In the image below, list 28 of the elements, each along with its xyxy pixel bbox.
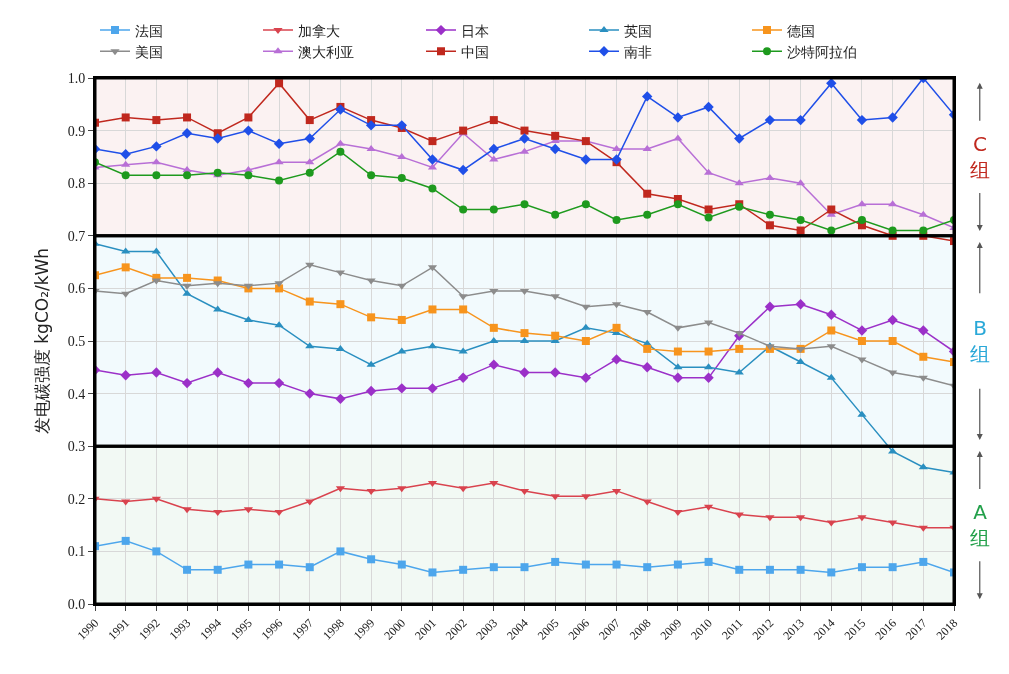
y-tick-label: 0.1 [67,544,86,560]
band-label: C组 [970,132,990,182]
band-label: A组 [970,500,990,550]
legend-label: 澳大利亚 [298,43,354,60]
legend-label: 英国 [624,22,652,39]
y-axis-title: 发电碳强度 kgCO₂/kWh [31,247,52,435]
y-tick-label: 0.8 [67,176,86,192]
legend-label: 沙特阿拉伯 [787,43,857,60]
x-tick-label: 2001 [411,615,439,643]
legend-label: 德国 [787,22,815,39]
y-tick-label: 0.4 [67,386,86,402]
y-tick-label: 0.7 [67,228,86,244]
legend-label: 南非 [624,43,652,60]
band-label: B组 [970,316,990,366]
legend-label: 加拿大 [298,22,340,39]
legend-label: 美国 [135,43,163,60]
y-tick-label: 0.6 [67,281,86,297]
y-tick-label: 0.0 [67,596,86,612]
y-tick-label: 1.0 [67,70,86,86]
y-tick-label: 0.5 [67,333,86,349]
legend-label: 中国 [461,43,489,60]
x-tick-label: 2011 [719,615,746,643]
legend-label: 日本 [461,22,489,39]
x-tick-label: 1991 [105,615,133,643]
legend-label: 法国 [135,22,163,39]
y-tick-label: 0.3 [67,439,86,455]
y-tick-label: 0.2 [67,491,86,507]
y-tick-label: 0.9 [67,123,86,139]
